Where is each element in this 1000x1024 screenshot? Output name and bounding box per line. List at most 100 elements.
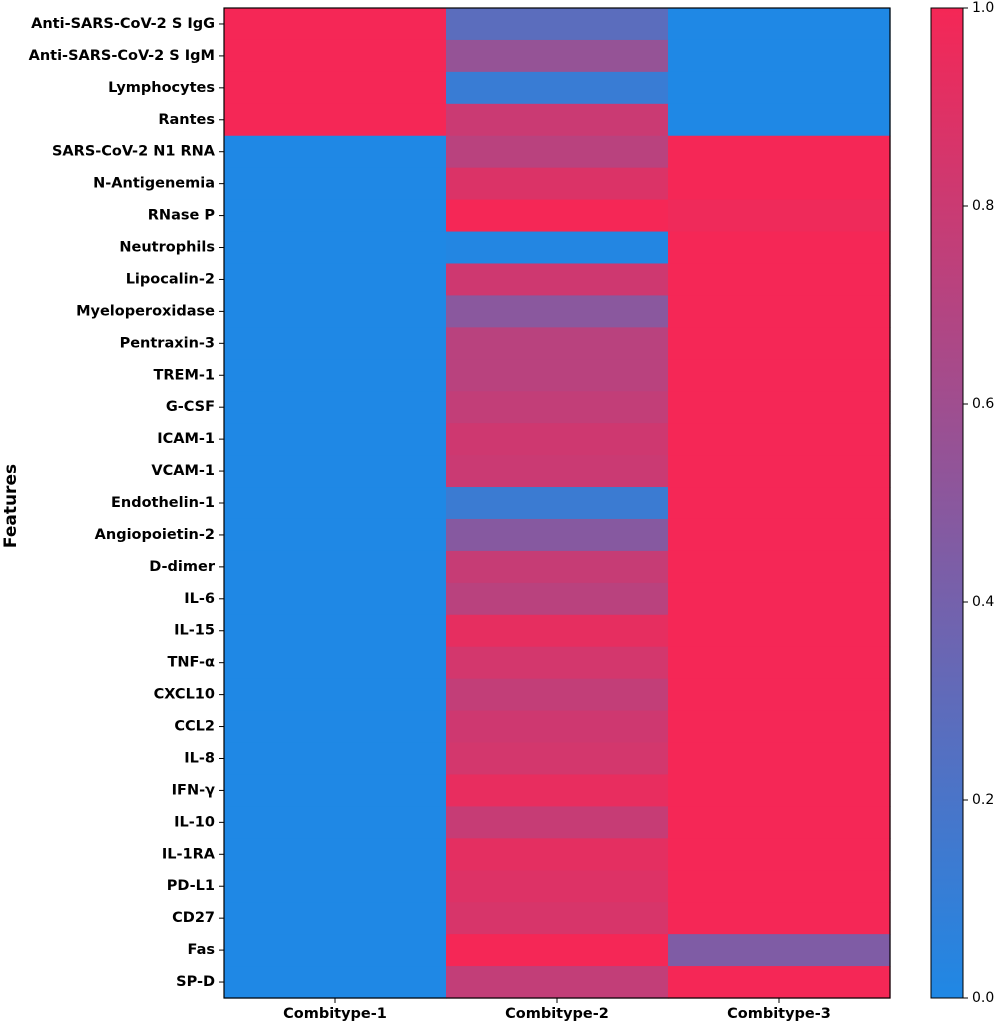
- heatmap-cell: [668, 550, 891, 584]
- heatmap-cell: [446, 71, 669, 105]
- heatmap-cell: [446, 582, 669, 616]
- y-axis-title: Features: [1, 464, 21, 548]
- heatmap-cell: [668, 774, 891, 807]
- row-label: CXCL10: [154, 687, 215, 703]
- row-label: TREM-1: [154, 367, 216, 383]
- heatmap-cell: [668, 263, 891, 297]
- heatmap-cell: [668, 327, 891, 360]
- row-label: Myeloperoxidase: [76, 303, 215, 319]
- row-label: G-CSF: [166, 399, 215, 415]
- heatmap-cell: [446, 391, 669, 424]
- heatmap-cell: [224, 614, 447, 648]
- row-label: TNF-α: [168, 655, 216, 671]
- heatmap-cell: [446, 295, 669, 328]
- heatmap-cell: [446, 838, 669, 871]
- heatmap-cell: [224, 359, 447, 392]
- heatmap-cell: [668, 39, 891, 73]
- heatmap-cell: [224, 8, 447, 41]
- heatmap-cell: [446, 39, 669, 73]
- heatmap-cell: [224, 295, 447, 328]
- heatmap-cell: [668, 359, 891, 392]
- heatmap-cell: [224, 582, 447, 616]
- row-label: Pentraxin-3: [120, 335, 215, 351]
- heatmap-cell: [224, 487, 447, 520]
- heatmap-cell: [224, 199, 447, 233]
- heatmap-cell: [224, 870, 447, 903]
- heatmap-cell: [446, 103, 669, 137]
- row-label: D-dimer: [149, 559, 216, 575]
- heatmap-cell: [668, 295, 891, 328]
- heatmap-cell: [224, 646, 447, 680]
- heatmap-cell: [668, 135, 891, 169]
- row-label: RNase P: [148, 208, 216, 224]
- heatmap-cell: [668, 167, 891, 201]
- row-label: ICAM-1: [157, 431, 215, 447]
- heatmap-cell: [446, 518, 669, 552]
- heatmap-cell: [224, 934, 447, 967]
- heatmap-cell: [446, 870, 669, 903]
- heatmap-cell: [668, 646, 891, 680]
- heatmap-cell: [446, 902, 669, 935]
- heatmap-cell: [446, 8, 669, 41]
- heatmap-cell: [446, 774, 669, 807]
- row-label: IL-10: [174, 814, 215, 830]
- heatmap-cell: [224, 231, 447, 265]
- heatmap-cell: [224, 838, 447, 871]
- heatmap-cell: [446, 135, 669, 169]
- heatmap-cell: [668, 902, 891, 935]
- heatmap-cell: [224, 263, 447, 297]
- colorbar-tick-label: 0.2: [972, 792, 994, 808]
- heatmap-cell: [446, 710, 669, 744]
- heatmap-cell: [446, 966, 669, 999]
- row-label: IFN-γ: [172, 782, 215, 798]
- colorbar-tick-label: 0.4: [972, 594, 994, 610]
- row-label: Endothelin-1: [111, 495, 215, 511]
- heatmap-cell: [224, 710, 447, 744]
- heatmap-cell: [224, 806, 447, 839]
- column-label: Combitype-1: [283, 1006, 387, 1022]
- colorbar-gradient: [930, 7, 964, 999]
- row-label: SARS-CoV-2 N1 RNA: [52, 144, 216, 160]
- column-label: Combitype-3: [727, 1006, 831, 1022]
- heatmap-cell: [446, 806, 669, 839]
- heatmap-cell: [224, 774, 447, 807]
- heatmap-cell: [224, 327, 447, 360]
- heatmap-cell: [668, 8, 891, 41]
- colorbar-tick-label: 0.6: [972, 396, 994, 412]
- heatmap-cell: [224, 902, 447, 935]
- heatmap-cell: [668, 103, 891, 137]
- colorbar-tick-label: 0.0: [972, 990, 994, 1006]
- colorbar: 0.0 0.2 0.4 0.6 0.8 1.0: [930, 0, 994, 1006]
- row-label: IL-6: [184, 591, 215, 607]
- heatmap-cell: [224, 135, 447, 169]
- heatmap-cell: [668, 966, 891, 999]
- heatmap-cell: [668, 742, 891, 776]
- row-label: IL-1RA: [162, 846, 216, 862]
- heatmap-cell: [668, 806, 891, 839]
- heatmap-cell: [224, 391, 447, 424]
- row-label: IL-15: [174, 623, 215, 639]
- column-label: Combitype-2: [505, 1006, 609, 1022]
- row-label: SP-D: [176, 974, 215, 990]
- row-label: N-Antigenemia: [93, 176, 215, 192]
- heatmap-cell: [668, 838, 891, 871]
- heatmap-cell: [224, 966, 447, 999]
- row-label: VCAM-1: [151, 463, 215, 479]
- heatmap-cell: [446, 455, 669, 488]
- row-label: PD-L1: [167, 878, 215, 894]
- heatmap-cell: [668, 71, 891, 105]
- heatmap-cell: [668, 678, 891, 712]
- heatmap-cell: [446, 646, 669, 680]
- heatmap-cell: [668, 934, 891, 967]
- row-label: Rantes: [158, 112, 215, 128]
- heatmap-cell: [668, 487, 891, 520]
- row-label: Lymphocytes: [108, 80, 215, 96]
- heatmap-cell: [668, 710, 891, 744]
- colorbar-tick-label: 1.0: [972, 0, 994, 16]
- heatmap-cell: [224, 423, 447, 456]
- heatmap-cell: [668, 455, 891, 488]
- heatmap-cell: [446, 199, 669, 233]
- heatmap-cell: [224, 167, 447, 201]
- heatmap-cell: [446, 231, 669, 265]
